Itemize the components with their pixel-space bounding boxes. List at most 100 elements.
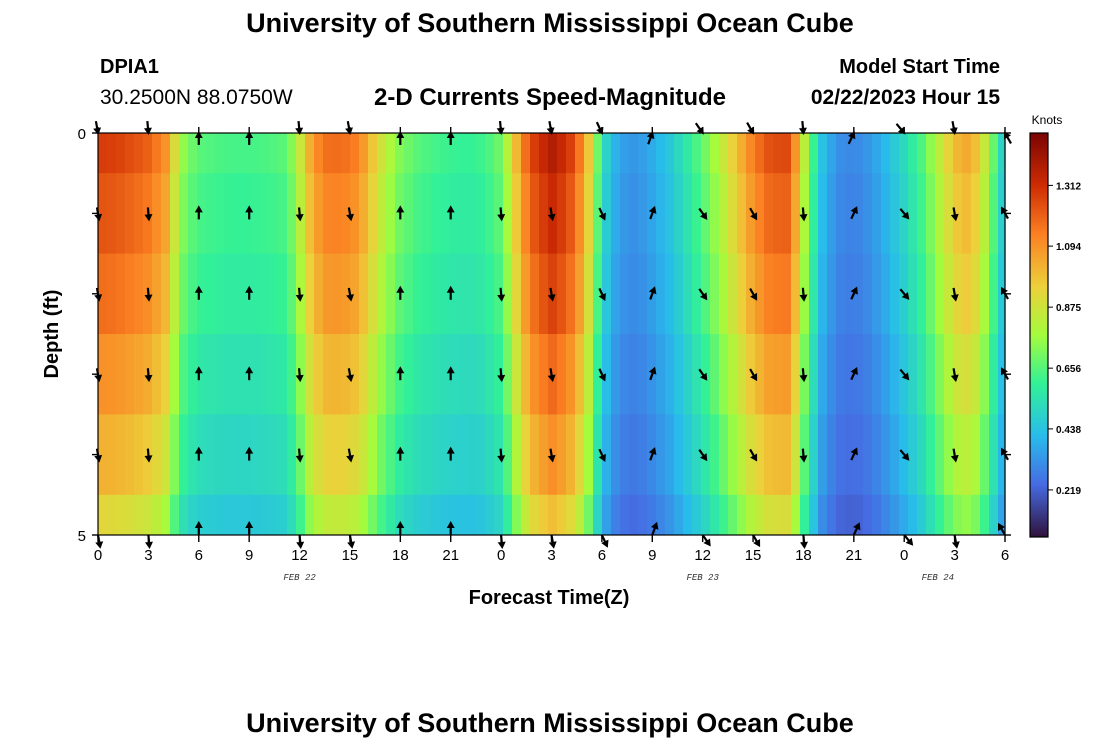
current-arrow	[497, 287, 506, 302]
heatmap-cell	[188, 253, 198, 335]
heatmap-cell	[224, 334, 234, 415]
heatmap-cell	[134, 253, 144, 335]
heatmap-cell	[449, 133, 459, 174]
heatmap-cell	[116, 253, 126, 335]
heatmap-cell	[404, 494, 414, 536]
heatmap-cell	[377, 133, 387, 174]
x-tick-label: 15	[342, 547, 359, 564]
heatmap-cell	[872, 494, 882, 536]
heatmap-cell	[314, 133, 324, 174]
heatmap-cell	[134, 334, 144, 415]
heatmap-cell	[971, 253, 981, 335]
heatmap-cell	[800, 414, 810, 496]
x-tick-label: 9	[648, 547, 656, 564]
heatmap-cell	[107, 133, 117, 174]
current-arrow	[497, 448, 506, 463]
heatmap-cell	[584, 253, 594, 335]
heatmap-cell	[305, 173, 315, 254]
heatmap-cell	[836, 334, 846, 415]
heatmap-cell	[539, 253, 549, 335]
heatmap-cell	[926, 173, 936, 254]
heatmap-cell	[440, 253, 450, 335]
heatmap-cell	[161, 334, 171, 415]
heatmap-cell	[674, 173, 684, 254]
heatmap-cell	[890, 494, 900, 536]
current-arrow	[245, 366, 254, 381]
heatmap-cell	[413, 133, 423, 174]
heatmap-cell	[323, 414, 333, 496]
heatmap-cell	[512, 133, 522, 174]
heatmap-cell	[575, 414, 585, 496]
heatmap-cell	[809, 334, 819, 415]
heatmap-cell	[494, 414, 504, 496]
heatmap-cell	[188, 334, 198, 415]
current-arrow	[396, 205, 405, 220]
heatmap-cell	[197, 133, 207, 174]
heatmap-cell	[134, 173, 144, 254]
heatmap-cell	[863, 334, 873, 415]
heatmap-cell	[170, 334, 180, 415]
heatmap-cell	[845, 334, 855, 415]
heatmap-cell	[170, 173, 180, 254]
heatmap-cell	[620, 494, 630, 536]
heatmap-cell	[314, 494, 324, 536]
heatmap-cell	[98, 414, 108, 496]
heatmap-cell	[341, 494, 351, 536]
heatmap-cell	[539, 133, 549, 174]
heatmap-cell	[467, 494, 477, 536]
heatmap-cell	[629, 414, 639, 496]
heatmap-cell	[692, 173, 702, 254]
heatmap-cell	[737, 253, 747, 335]
heatmap-cell	[548, 494, 558, 536]
current-arrow	[598, 448, 606, 462]
heatmap-cell	[800, 494, 810, 536]
heatmap-cell	[566, 334, 576, 415]
heatmap-cell	[503, 253, 513, 335]
heatmap-cell	[998, 133, 1006, 174]
heatmap-cell	[593, 253, 603, 335]
heatmap-cell	[161, 173, 171, 254]
heatmap-cell	[872, 253, 882, 335]
heatmap-cell	[665, 253, 675, 335]
heatmap-cell	[755, 494, 765, 536]
heatmap-cell	[809, 414, 819, 496]
heatmap-cell	[296, 334, 306, 415]
heatmap-cell	[440, 334, 450, 415]
heatmap-cell	[233, 494, 243, 536]
heatmap-cell	[818, 173, 828, 254]
heatmap-cell	[161, 414, 171, 496]
heatmap-cell	[620, 253, 630, 335]
heatmap-cell	[431, 494, 441, 536]
heatmap-cell	[728, 494, 738, 536]
heatmap-cell	[908, 173, 918, 254]
heatmap-cell	[287, 494, 297, 536]
heatmap-cell	[503, 173, 513, 254]
heatmap-cell	[107, 414, 117, 496]
x-date-label: FEB 22	[283, 573, 316, 583]
current-arrow	[698, 368, 708, 381]
heatmap-cell	[926, 494, 936, 536]
heatmap-cell	[458, 133, 468, 174]
heatmap-cell	[836, 414, 846, 496]
heatmap-cell	[971, 173, 981, 254]
heatmap-cell	[944, 494, 954, 536]
heatmap-cell	[818, 414, 828, 496]
current-arrow	[547, 207, 556, 222]
heatmap-cell	[899, 494, 909, 536]
heatmap-cell	[692, 133, 702, 174]
heatmap-cell	[260, 253, 270, 335]
current-arrow	[698, 288, 708, 301]
direction-arrows	[93, 120, 1012, 549]
heatmap-cell	[278, 494, 288, 536]
current-arrow	[648, 366, 657, 381]
heatmap-cell	[935, 494, 945, 536]
heatmap-cell	[557, 334, 567, 415]
heatmap-cell	[863, 253, 873, 335]
heatmap-cell	[395, 494, 405, 536]
heatmap-cell	[791, 253, 801, 335]
heatmap-cell	[98, 133, 108, 174]
heatmap-cell	[224, 253, 234, 335]
heatmap-cell	[440, 494, 450, 536]
heatmap-cell	[971, 494, 981, 536]
